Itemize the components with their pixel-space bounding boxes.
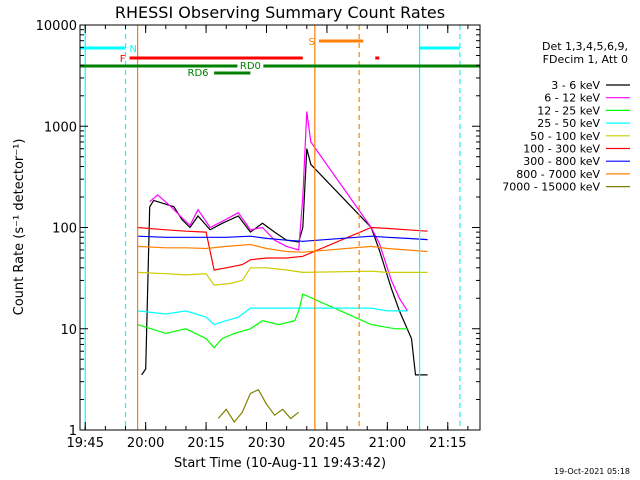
- series-line-7: [137, 243, 428, 253]
- series-line-6: [137, 235, 428, 242]
- y-tick-label-2: 100: [52, 222, 77, 237]
- x-tick-label-3: 20:30: [248, 436, 285, 451]
- footer-date: 19-Oct-2021 05:18: [554, 467, 630, 476]
- y-tick-label-3: 1000: [44, 120, 77, 135]
- series-line-4: [137, 267, 428, 286]
- legend-label-8: 7000 - 15000 keV: [502, 181, 600, 194]
- y-tick-label-0: 1: [69, 424, 77, 439]
- x-tick-label-0: 19:45: [67, 436, 104, 451]
- series-line-2: [137, 293, 408, 349]
- flag-label-3: F: [120, 54, 126, 65]
- legend-header-0: Det 1,3,4,5,6,9,: [542, 40, 628, 53]
- series-line-3: [137, 307, 408, 326]
- series-line-8: [217, 388, 300, 424]
- flag-labels: N S F RD0 RD6: [120, 37, 315, 79]
- legend-label-4: 50 - 100 keV: [530, 130, 600, 143]
- flag-label-2: S: [308, 37, 314, 48]
- flag-label-5: RD0: [240, 61, 261, 72]
- x-tick-label-1: 20:00: [127, 436, 164, 451]
- series-line-5: [137, 226, 428, 271]
- y-tick-label-4: 10000: [36, 19, 77, 34]
- x-axis-label: Start Time (10-Aug-11 19:43:42): [174, 456, 386, 471]
- legend-label-5: 100 - 300 keV: [523, 143, 600, 156]
- flag-label-0: N: [130, 44, 137, 55]
- legend-label-0: 3 - 6 keV: [551, 79, 600, 92]
- x-tick-label-2: 20:15: [187, 436, 224, 451]
- legend-label-3: 25 - 50 keV: [537, 117, 600, 130]
- legend-label-6: 300 - 800 keV: [523, 155, 600, 168]
- x-tick-label-6: 21:15: [429, 436, 466, 451]
- y-axis-label: Count Rate (s⁻¹ detector⁻¹): [12, 139, 27, 316]
- legend-header-1: FDecim 1, Att 0: [543, 53, 628, 66]
- y-tick-label-1: 10: [60, 323, 77, 338]
- legend-label-7: 800 - 7000 keV: [516, 168, 600, 181]
- series-line-1: [149, 111, 409, 312]
- flag-label-bg-5: [237, 60, 264, 71]
- x-tick-label-4: 20:45: [308, 436, 345, 451]
- series-line-0: [141, 148, 428, 376]
- legend-label-1: 6 - 12 keV: [544, 92, 600, 105]
- x-tick-label-5: 21:00: [369, 436, 406, 451]
- chart-title: RHESSI Observing Summary Count Rates: [115, 3, 445, 22]
- flag-label-6: RD6: [188, 68, 209, 79]
- legend-label-2: 12 - 25 keV: [537, 104, 600, 117]
